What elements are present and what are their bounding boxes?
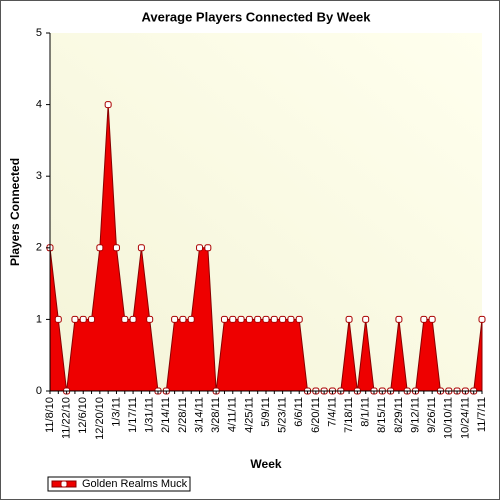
y-axis-title: Players Connected <box>8 158 22 266</box>
point-marker <box>204 244 212 252</box>
point-marker <box>88 315 96 323</box>
x-tick-label: 7/4/11 <box>326 397 338 427</box>
point-marker <box>362 315 370 323</box>
y-tick-label: 0 <box>36 385 42 397</box>
point-marker <box>287 315 295 323</box>
point-marker <box>96 244 104 252</box>
x-tick-label: 9/26/11 <box>426 397 438 433</box>
x-tick-label: 5/23/11 <box>277 397 289 433</box>
point-marker <box>112 244 120 252</box>
point-marker <box>262 315 270 323</box>
x-tick-label: 8/15/11 <box>376 397 388 433</box>
x-tick-label: 11/7/11 <box>476 397 488 432</box>
x-axis-title: Week <box>250 457 281 471</box>
x-tick-label: 4/11/11 <box>227 397 239 432</box>
point-marker <box>295 315 303 323</box>
point-marker <box>237 315 245 323</box>
point-marker <box>71 315 79 323</box>
point-marker <box>428 315 436 323</box>
x-tick-label: 12/20/10 <box>94 397 106 440</box>
x-tick-label: 1/3/11 <box>110 397 122 427</box>
x-tick-label: 8/29/11 <box>393 397 405 433</box>
y-tick-label: 5 <box>36 27 42 39</box>
x-tick-label: 4/25/11 <box>243 397 255 433</box>
point-marker <box>254 315 262 323</box>
x-tick-label: 9/12/11 <box>409 397 421 433</box>
point-marker <box>279 315 287 323</box>
x-tick-label: 6/20/11 <box>310 397 322 433</box>
x-tick-label: 10/24/11 <box>459 397 471 439</box>
chart-title: Average Players Connected By Week <box>141 9 371 24</box>
point-marker <box>345 315 353 323</box>
point-marker <box>137 244 145 252</box>
y-tick-label: 3 <box>36 170 42 182</box>
point-marker <box>420 315 428 323</box>
point-marker <box>220 315 228 323</box>
x-tick-label: 1/17/11 <box>127 397 139 433</box>
x-tick-label: 1/31/11 <box>144 397 156 433</box>
legend-marker <box>60 480 68 488</box>
point-marker <box>270 315 278 323</box>
x-tick-label: 11/22/10 <box>61 397 73 439</box>
y-tick-label: 4 <box>36 99 42 111</box>
x-tick-label: 5/9/11 <box>260 397 272 427</box>
y-tick-label: 2 <box>36 242 42 254</box>
x-tick-label: 12/6/10 <box>77 397 89 434</box>
point-marker <box>229 315 237 323</box>
x-tick-label: 11/8/10 <box>44 397 56 433</box>
point-marker <box>245 315 253 323</box>
x-tick-label: 3/14/11 <box>193 397 205 433</box>
x-tick-label: 10/10/11 <box>443 397 455 439</box>
point-marker <box>104 101 112 109</box>
point-marker <box>478 315 486 323</box>
x-tick-label: 6/6/11 <box>293 397 305 427</box>
point-marker <box>121 315 129 323</box>
x-tick-label: 2/28/11 <box>177 397 189 433</box>
x-tick-label: 2/14/11 <box>160 397 172 433</box>
legend-label: Golden Realms Muck <box>82 478 188 490</box>
point-marker <box>54 315 62 323</box>
point-marker <box>146 315 154 323</box>
point-marker <box>187 315 195 323</box>
x-tick-label: 7/18/11 <box>343 397 355 433</box>
point-marker <box>196 244 204 252</box>
x-tick-label: 8/1/11 <box>360 397 372 427</box>
legend <box>47 476 191 492</box>
x-tick-label: 3/28/11 <box>210 397 222 433</box>
point-marker <box>179 315 187 323</box>
point-marker <box>129 315 137 323</box>
point-marker <box>171 315 179 323</box>
point-marker <box>395 315 403 323</box>
area <box>49 104 483 392</box>
point-marker <box>79 315 87 323</box>
y-tick-label: 1 <box>36 313 42 325</box>
